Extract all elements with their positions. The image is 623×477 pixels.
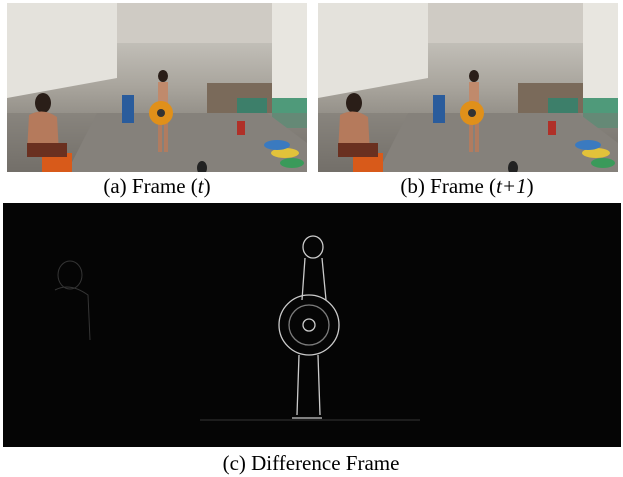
caption-text: (a) Frame ( <box>103 174 197 198</box>
caption-a: (a) Frame (t) <box>103 174 210 198</box>
caption-variable: t+1 <box>496 174 527 198</box>
figure: (a) Frame (t) (b) Frame (t+1) (c) Differ… <box>0 0 623 477</box>
caption-text: (b) Frame ( <box>400 174 496 198</box>
difference-image <box>3 203 621 447</box>
caption-text: ) <box>204 174 211 198</box>
frame-t1-image <box>318 3 618 175</box>
caption-text: ) <box>527 174 534 198</box>
caption-b: (b) Frame (t+1) <box>400 174 533 198</box>
caption-c: (c) Difference Frame <box>223 451 400 475</box>
figure-canvas: (a) Frame (t) (b) Frame (t+1) (c) Differ… <box>0 0 623 477</box>
frame-t-image <box>7 3 307 175</box>
